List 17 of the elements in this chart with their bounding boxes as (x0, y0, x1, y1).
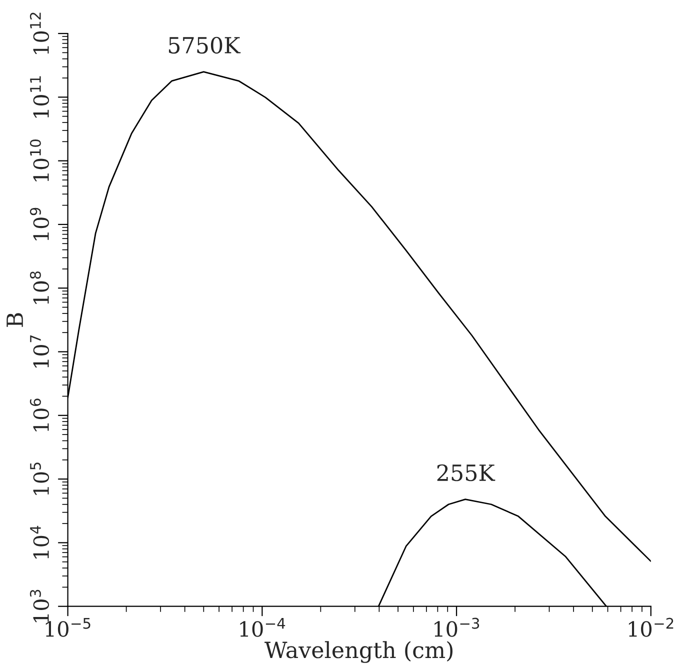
y-tick-label: 10$^{8}$ (30, 271, 50, 304)
y-tick-label: 10$^{6}$ (30, 398, 50, 432)
y-tick-label: 10$^{12}$ (30, 12, 50, 54)
y-axis-title: B (6, 313, 23, 327)
y-tick-label: 10$^{4}$ (30, 526, 50, 558)
y-tick-label: 10$^{3}$ (30, 590, 50, 622)
y-tick-label: 10$^{10}$ (30, 140, 50, 182)
series-label: 5750K (168, 36, 241, 54)
x-tick-label: 10$^{−3}$ (434, 618, 480, 637)
y-tick-label: 10$^{11}$ (30, 76, 50, 118)
y-tick-label: 10$^{7}$ (30, 335, 50, 368)
x-tick-label: 10$^{−2}$ (628, 618, 674, 637)
y-tick-label: 10$^{9}$ (30, 208, 50, 240)
series-label: 255K (437, 464, 496, 482)
x-tick-label: 10$^{−4}$ (240, 618, 286, 637)
y-tick-label: 10$^{5}$ (30, 462, 50, 495)
x-axis-title: Wavelength (cm) (264, 641, 452, 663)
